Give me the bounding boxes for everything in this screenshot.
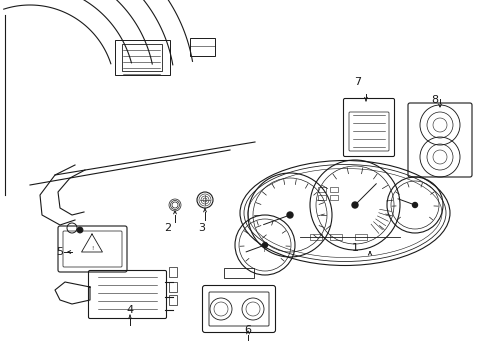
Bar [122, 44, 162, 71]
Bar [309, 234, 321, 240]
Bar [317, 195, 325, 200]
Bar [169, 295, 177, 305]
Circle shape [412, 202, 417, 207]
Text: 6: 6 [244, 325, 251, 335]
Text: 4: 4 [126, 305, 133, 315]
Circle shape [262, 243, 267, 248]
Bar [169, 282, 177, 292]
Bar [169, 267, 177, 277]
Text: 7: 7 [354, 77, 361, 87]
Bar [115, 40, 170, 75]
Circle shape [286, 212, 292, 218]
Text: 1: 1 [351, 243, 358, 253]
Text: 5: 5 [57, 247, 63, 257]
Text: 3: 3 [198, 223, 205, 233]
Text: F: F [263, 248, 266, 252]
Bar [329, 187, 337, 192]
Bar [329, 234, 341, 240]
Bar [317, 187, 325, 192]
Text: !: ! [91, 246, 93, 251]
Text: 8: 8 [430, 95, 438, 105]
Bar [224, 268, 253, 278]
Circle shape [351, 202, 357, 208]
Bar [329, 195, 337, 200]
Bar [354, 234, 366, 240]
Text: 2: 2 [164, 223, 171, 233]
Circle shape [77, 227, 83, 233]
Bar [190, 38, 215, 56]
